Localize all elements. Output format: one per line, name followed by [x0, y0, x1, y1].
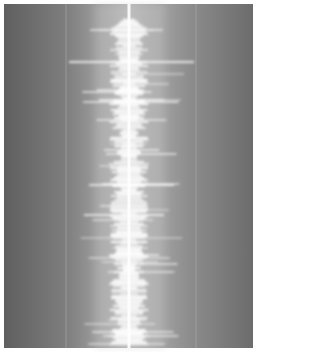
page: (() => { const g = document.getElementBy… [0, 0, 257, 352]
spectrogram-image [0, 0, 257, 352]
